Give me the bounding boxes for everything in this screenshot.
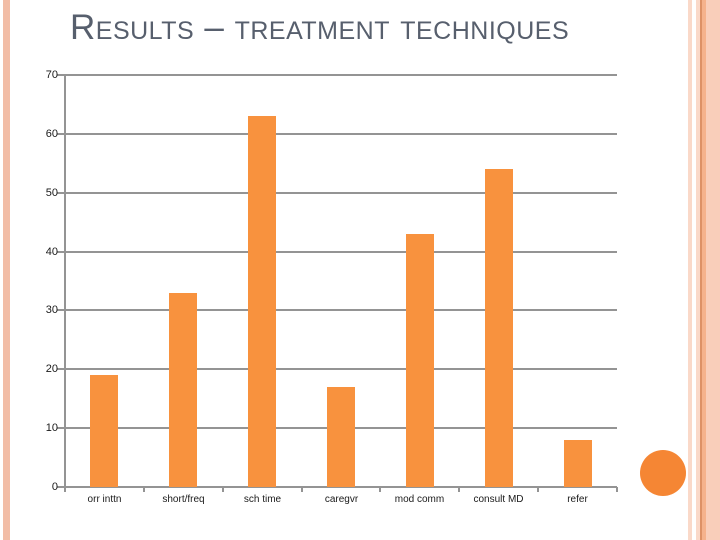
gridline	[65, 74, 617, 76]
slide-title: Results – treatment techniques	[70, 8, 570, 47]
y-axis-tick	[57, 192, 65, 194]
x-axis-tick	[222, 487, 224, 492]
left-border-stripe	[3, 0, 10, 540]
y-axis-tick	[57, 427, 65, 429]
y-axis-tick	[57, 368, 65, 370]
x-axis-tick	[537, 487, 539, 492]
x-axis-category-label: short/freq	[162, 494, 205, 505]
bar	[564, 440, 592, 487]
y-axis-tick	[57, 251, 65, 253]
bar	[485, 169, 513, 487]
gridline	[65, 309, 617, 311]
gridline	[65, 368, 617, 370]
right-border-stripe-5	[706, 0, 720, 540]
x-axis-category-label: orr inttn	[87, 494, 122, 505]
y-axis-tick-label: 60	[45, 128, 58, 140]
gridline	[65, 133, 617, 135]
x-axis-tick	[379, 487, 381, 492]
gridline	[65, 251, 617, 253]
y-axis-tick	[57, 133, 65, 135]
decorative-circle	[640, 450, 686, 496]
x-axis-tick	[458, 487, 460, 492]
x-axis-category-label: sch time	[243, 494, 282, 505]
bar	[406, 234, 434, 487]
y-axis-line	[64, 75, 66, 489]
x-axis-tick	[143, 487, 145, 492]
y-axis-tick-label: 20	[45, 363, 58, 375]
x-axis-category-label: refer	[567, 494, 588, 505]
gridline	[65, 192, 617, 194]
bar	[327, 387, 355, 487]
bar	[169, 293, 197, 487]
right-border-stripe-4	[702, 0, 706, 540]
bar	[90, 375, 118, 487]
y-axis-tick-label: 70	[45, 69, 58, 81]
y-axis-tick	[57, 486, 65, 488]
x-axis-tick	[64, 487, 66, 492]
x-axis-tick	[616, 487, 618, 492]
bar	[248, 116, 276, 487]
x-axis-category-label: caregvr	[324, 494, 359, 505]
right-border-stripe-1	[688, 0, 692, 540]
x-axis-category-label: mod comm	[394, 494, 445, 505]
y-axis-tick-label: 10	[45, 422, 58, 434]
y-axis-tick-label: 50	[45, 187, 58, 199]
y-axis-tick	[57, 309, 65, 311]
x-axis-tick	[301, 487, 303, 492]
gridline	[65, 486, 617, 488]
y-axis-tick	[57, 74, 65, 76]
y-axis-tick-label: 40	[45, 246, 58, 258]
y-axis-tick-label: 30	[45, 304, 58, 316]
y-axis-tick-label: 0	[51, 481, 58, 493]
x-axis-category-label: consult MD	[473, 494, 524, 505]
right-border-stripe-2	[696, 0, 700, 540]
right-border-stripe-3	[700, 0, 702, 540]
